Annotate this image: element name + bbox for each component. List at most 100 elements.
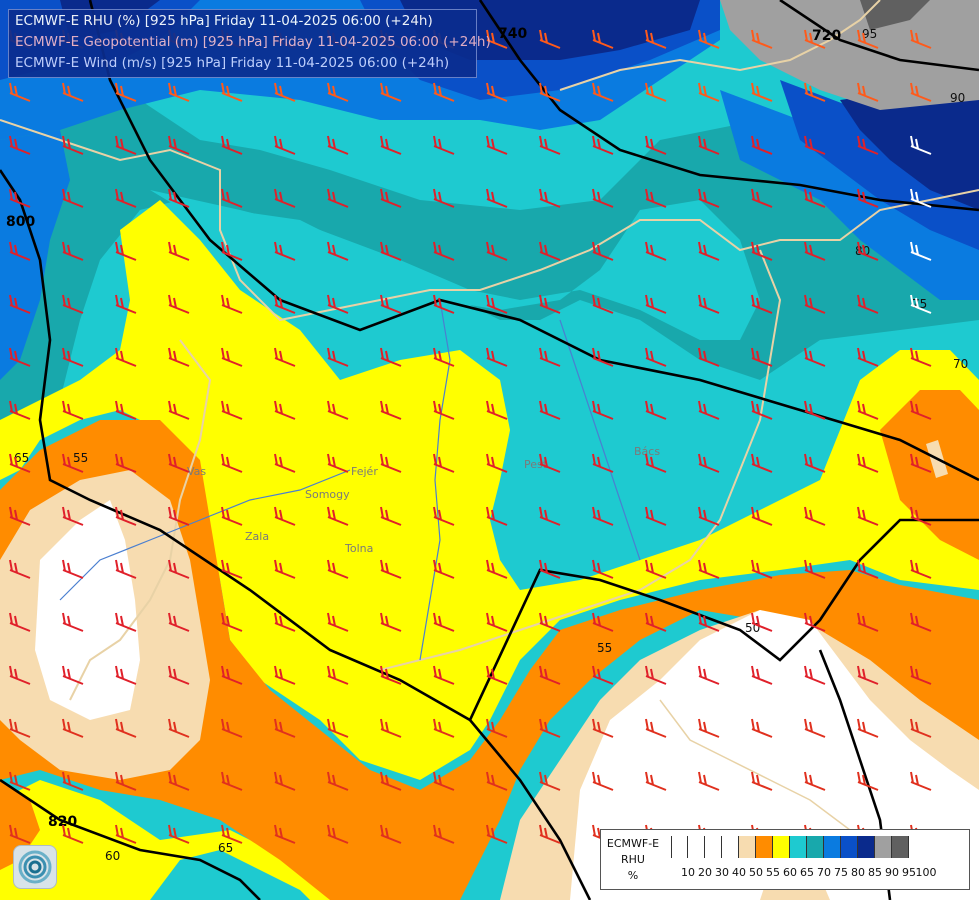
- wind-barb: [486, 506, 508, 526]
- wind-barb: [804, 453, 826, 473]
- legend-tick-label: 90: [885, 866, 899, 879]
- wind-barb: [327, 453, 349, 473]
- rhu-contour-label: 55: [73, 451, 88, 465]
- wind-barb: [433, 718, 455, 738]
- wind-barb: [9, 135, 31, 155]
- place-label: Vas: [187, 465, 206, 478]
- wind-barb: [539, 506, 561, 526]
- wind-barb: [327, 506, 349, 526]
- wind-barb: [168, 506, 190, 526]
- geopotential-label: 720: [812, 28, 841, 44]
- wind-barb: [539, 29, 561, 49]
- wind-barb: [910, 559, 932, 579]
- wind-barb: [592, 506, 614, 526]
- wind-barb: [9, 824, 31, 844]
- wind-barb: [645, 665, 667, 685]
- wind-barb: [804, 347, 826, 367]
- rhu-field-60-65: [0, 200, 979, 780]
- wind-barb: [857, 135, 879, 155]
- wind-barb: [857, 29, 879, 49]
- geopotential-contour: [469, 719, 592, 900]
- wind-barb: [645, 718, 667, 738]
- wind-barbs: [9, 29, 932, 844]
- wind-barb: [698, 506, 720, 526]
- wind-barb: [698, 294, 720, 314]
- wind-barb: [327, 400, 349, 420]
- wind-barb: [221, 665, 243, 685]
- wind-barb: [62, 665, 84, 685]
- wind-barb: [910, 665, 932, 685]
- wind-barb: [486, 347, 508, 367]
- wind-barb: [380, 612, 402, 632]
- rhu-contour-label: 60: [105, 849, 120, 863]
- legend-tick-label: 60: [783, 866, 797, 879]
- wind-barb: [910, 718, 932, 738]
- wind-barb: [751, 82, 773, 102]
- wind-barb: [9, 294, 31, 314]
- wind-barb: [9, 612, 31, 632]
- wind-barb: [221, 400, 243, 420]
- wind-barb: [168, 188, 190, 208]
- wind-barb: [857, 294, 879, 314]
- rhu-contour-label: 70: [953, 357, 968, 371]
- rhu-field-55-60-sw: [0, 780, 40, 870]
- legend-tick-label: 50: [749, 866, 763, 879]
- rhu-field-75-80-west: [0, 130, 70, 380]
- legend-tick-label: 20: [698, 866, 712, 879]
- wind-barb: [327, 771, 349, 791]
- wind-barb: [327, 559, 349, 579]
- wind-barb: [698, 82, 720, 102]
- wind-barb: [327, 347, 349, 367]
- wind-barb: [327, 294, 349, 314]
- rhu-contour-label: 95: [862, 27, 877, 41]
- legend-color-cell: [790, 836, 807, 858]
- wind-barb: [380, 241, 402, 261]
- wind-barb: [274, 82, 296, 102]
- geopotential-contour: [478, 0, 979, 212]
- wind-barb: [327, 612, 349, 632]
- wind-barb: [115, 824, 137, 844]
- ecmwf-logo: [13, 845, 57, 889]
- river-line: [559, 319, 641, 561]
- wind-barb: [751, 612, 773, 632]
- wind-barb: [62, 400, 84, 420]
- wind-barb: [115, 294, 137, 314]
- wind-barb: [645, 771, 667, 791]
- wind-barb: [9, 347, 31, 367]
- legend-color-cell: [688, 836, 705, 858]
- legend-title-variable: RHU: [621, 853, 645, 866]
- wind-barb: [274, 241, 296, 261]
- wind-barb: [168, 824, 190, 844]
- wind-barb: [857, 188, 879, 208]
- wind-barb: [592, 135, 614, 155]
- wind-barb: [857, 506, 879, 526]
- wind-barb: [221, 718, 243, 738]
- place-label: Somogy: [305, 488, 350, 501]
- wind-barb: [592, 294, 614, 314]
- wind-barb: [274, 453, 296, 473]
- wind-barb: [115, 400, 137, 420]
- wind-barb: [433, 135, 455, 155]
- wind-barb: [592, 612, 614, 632]
- legend-ticks: 10 20 30 40 50 55 60 65 70 75 80 85 90 95 100: [671, 866, 971, 880]
- place-label: Tolna: [344, 542, 373, 555]
- wind-barb: [115, 718, 137, 738]
- legend-color-cell: [722, 836, 739, 858]
- wind-barb: [539, 294, 561, 314]
- rhu-field-60-65-south: [0, 780, 380, 900]
- wind-barb: [274, 718, 296, 738]
- geopotential-label: 820: [48, 814, 77, 830]
- wind-barb: [62, 612, 84, 632]
- wind-barb: [9, 718, 31, 738]
- wind-barb: [539, 718, 561, 738]
- wind-barb: [486, 82, 508, 102]
- wind-barb: [115, 665, 137, 685]
- wind-barb: [751, 400, 773, 420]
- wind-barb: [168, 612, 190, 632]
- wind-barb: [115, 135, 137, 155]
- wind-barb: [486, 771, 508, 791]
- wind-barb: [698, 29, 720, 49]
- wind-barb: [9, 82, 31, 102]
- rhu-contour-label: 65: [14, 451, 29, 465]
- wind-barb: [910, 400, 932, 420]
